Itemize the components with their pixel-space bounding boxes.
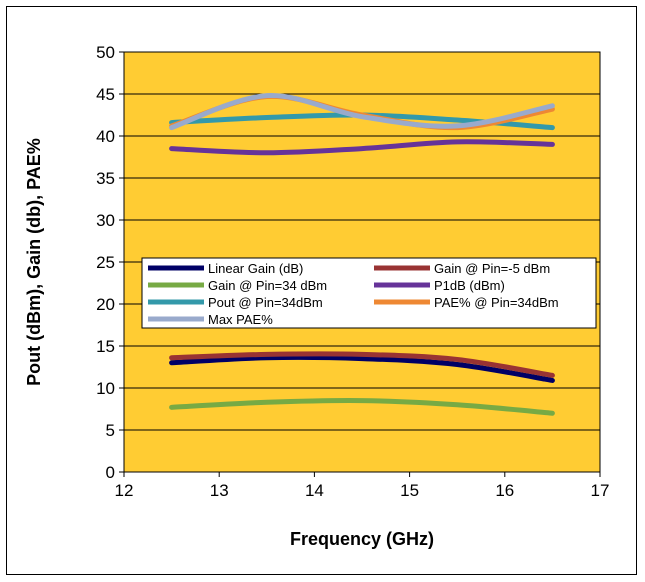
x-tick-label: 12 [115,481,134,500]
series-line-max-pae [169,93,555,131]
y-tick-label: 10 [96,379,115,398]
series-line-linear-gain-db [169,354,555,383]
axes [119,51,601,477]
legend-label-linear-gain-db: Linear Gain (dB) [208,261,303,276]
x-tick-label: 16 [495,481,514,500]
legend-label-max-pae: Max PAE% [208,312,273,327]
series-line-gain-pin-34-dbm [169,398,555,416]
y-tick-label: 0 [106,463,115,482]
y-axis-title: Pout (dBm), Gain (db), PAE% [24,138,44,386]
legend-label-gain-pin-5-dbm: Gain @ Pin=-5 dBm [434,261,550,276]
plot-border [123,51,601,473]
x-tick-label: 13 [210,481,229,500]
y-tick-label: 5 [106,421,115,440]
y-tick-label: 40 [96,127,115,146]
legend-box [141,257,597,329]
legend-label-pae-pin-34dbm: PAE% @ Pin=34dBm [434,295,559,310]
x-tick-label: 17 [591,481,610,500]
series-lines [169,93,555,416]
y-tick-label: 50 [96,43,115,62]
y-tick-label: 20 [96,295,115,314]
series-line-gain-pin-5-dbm [169,351,555,378]
series-line-p1db-dbm [169,139,555,156]
tick-labels: 0 5 10 15 20 25 30 35 40 45 50 12 13 14 15 16 17 [96,43,609,500]
y-tick-label: 25 [96,253,115,272]
y-tick-label: 45 [96,85,115,104]
x-axis-title: Frequency (GHz) [290,529,434,549]
x-tick-label: 14 [305,481,324,500]
legend-label-gain-pin-34-dbm: Gain @ Pin=34 dBm [208,278,327,293]
legend-label-p1db-dbm: P1dB (dBm) [434,278,505,293]
x-tick-label: 15 [400,481,419,500]
legend: Linear Gain (dB) Gain @ Pin=-5 dBm Gain @ … [141,257,597,329]
y-tick-label: 15 [96,337,115,356]
y-tick-label: 35 [96,169,115,188]
legend-label-pout-pin-34dbm: Pout @ Pin=34dBm [208,295,323,310]
y-tick-label: 30 [96,211,115,230]
